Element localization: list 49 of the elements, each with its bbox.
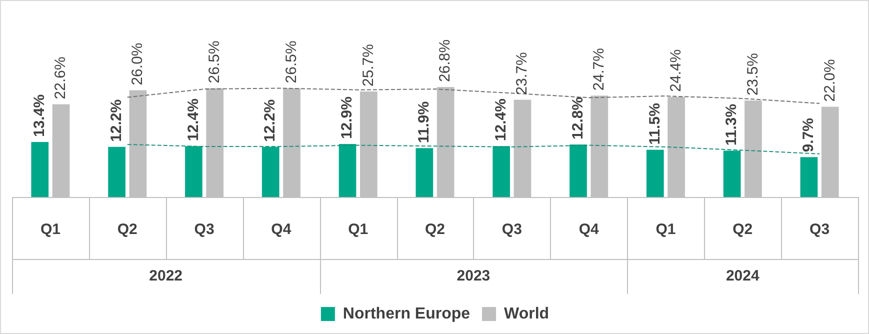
data-label: 22.0% bbox=[821, 59, 838, 102]
data-label: 12.2% bbox=[108, 99, 125, 142]
data-label: 12.8% bbox=[569, 96, 586, 140]
x-tick-label: Q1 bbox=[348, 221, 368, 238]
data-label: 22.6% bbox=[52, 56, 70, 100]
x-tick-label: Q2 bbox=[117, 221, 138, 238]
data-label: 24.4% bbox=[667, 49, 684, 92]
bar bbox=[185, 146, 202, 197]
data-label: 23.5% bbox=[744, 53, 762, 96]
data-label: 26.0% bbox=[129, 42, 146, 86]
data-label: 11.5% bbox=[646, 103, 664, 145]
x-tick-label: Q1 bbox=[656, 221, 676, 238]
data-label: 26.5% bbox=[206, 40, 223, 84]
legend-label: Northern Europe bbox=[342, 305, 470, 322]
bar bbox=[108, 146, 126, 197]
text: 2024 bbox=[726, 268, 760, 285]
data-label: 24.7% bbox=[590, 48, 608, 91]
data-label: 23.7% bbox=[514, 52, 531, 95]
data-label: 12.9% bbox=[338, 96, 356, 140]
data-label: 11.3% bbox=[723, 104, 740, 146]
bar bbox=[800, 157, 818, 197]
x-tick-label: Q3 bbox=[502, 221, 522, 238]
bar bbox=[723, 150, 741, 197]
bar bbox=[646, 150, 664, 197]
data-label: 12.2% bbox=[262, 99, 279, 142]
data-label: 11.9% bbox=[416, 101, 433, 144]
bar bbox=[492, 146, 510, 197]
bar bbox=[338, 144, 356, 197]
bar bbox=[262, 146, 280, 197]
data-label: 12.4% bbox=[184, 98, 202, 142]
bar bbox=[31, 142, 49, 197]
x-tick-label: Q2 bbox=[732, 221, 753, 238]
data-label: 9.7% bbox=[800, 118, 818, 152]
data-label: 25.7% bbox=[360, 44, 377, 87]
x-tick-label: Q2 bbox=[424, 221, 446, 238]
data-label: 13.4% bbox=[31, 94, 48, 137]
text: 2022 bbox=[149, 268, 183, 285]
data-label: 12.4% bbox=[492, 98, 510, 142]
x-tick-label: Q4 bbox=[271, 221, 292, 238]
x-tick-label: Q1 bbox=[40, 221, 60, 238]
bar bbox=[570, 144, 587, 197]
x-tick-label: Q4 bbox=[578, 221, 600, 238]
data-label: 26.8% bbox=[436, 39, 454, 82]
data-label: 26.5% bbox=[282, 40, 300, 84]
x-tick-label: Q3 bbox=[194, 221, 214, 238]
x-tick-label: Q3 bbox=[810, 221, 830, 238]
legend-label: World bbox=[504, 305, 550, 322]
text: 2023 bbox=[456, 268, 490, 285]
bar bbox=[416, 148, 434, 197]
